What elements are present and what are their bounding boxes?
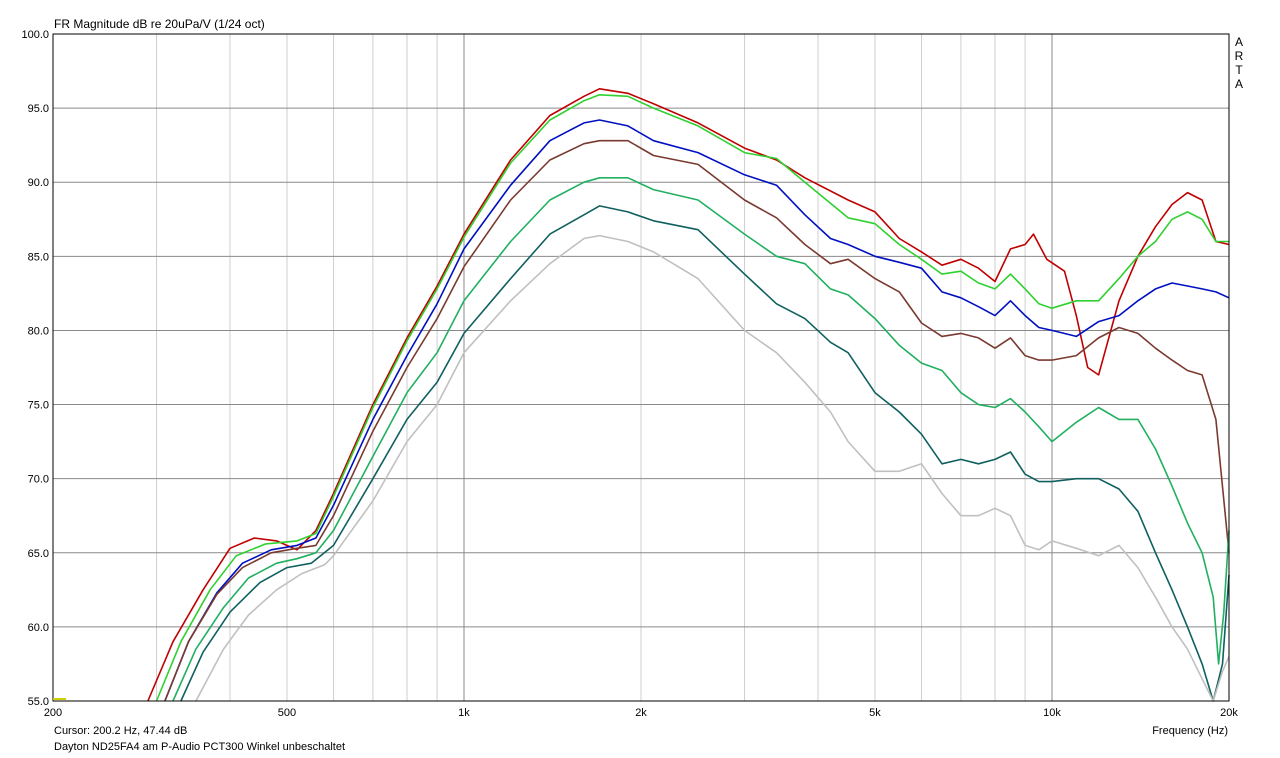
x-axis-label: Frequency (Hz) — [1152, 725, 1228, 737]
series-line-3 — [164, 119, 1230, 702]
series-line-1 — [147, 88, 1230, 702]
y-tick-label: 55.0 — [28, 696, 49, 708]
y-tick-label: 100.0 — [21, 29, 49, 41]
brand-letter: A — [1234, 77, 1243, 91]
y-tick-label: 75.0 — [28, 400, 49, 412]
brand-letter: A — [1234, 35, 1243, 49]
x-tick-label: 1k — [458, 707, 470, 719]
y-tick-label: 85.0 — [28, 251, 49, 263]
y-tick-label: 65.0 — [28, 548, 49, 560]
x-tick-label: 20k — [1220, 707, 1238, 719]
brand-letter: R — [1234, 49, 1244, 63]
arta-brand-label: A R T A — [1233, 35, 1245, 91]
series-line-5 — [172, 177, 1230, 702]
y-tick-label: 90.0 — [28, 177, 49, 189]
x-tick-label: 2k — [635, 707, 647, 719]
x-tick-label: 200 — [44, 707, 62, 719]
x-tick-label: 10k — [1043, 707, 1061, 719]
y-tick-label: 95.0 — [28, 103, 49, 115]
series-line-7 — [195, 234, 1230, 702]
y-tick-label: 80.0 — [28, 325, 49, 337]
series-layer — [147, 88, 1230, 702]
series-line-4 — [164, 139, 1230, 702]
y-tick-label: 60.0 — [28, 622, 49, 634]
series-line-6 — [180, 205, 1230, 702]
x-tick-label: 5k — [869, 707, 881, 719]
chart-title: FR Magnitude dB re 20uPa/V (1/24 oct) — [54, 17, 265, 31]
plot-frame — [52, 33, 1230, 702]
series-line-2 — [155, 94, 1229, 702]
y-tick-labels: 100.0 95.0 90.0 85.0 80.0 75.0 70.0 65.0 60.0 55.… — [21, 29, 49, 708]
y-tick-label: 70.0 — [28, 474, 49, 486]
x-tick-labels: 200 500 1k 2k 5k 10k 20k — [44, 707, 1239, 719]
brand-letter: T — [1235, 63, 1243, 77]
measurement-caption: Dayton ND25FA4 am P-Audio PCT300 Winkel … — [54, 741, 346, 753]
cursor-readout: Cursor: 200.2 Hz, 47.44 dB — [54, 725, 188, 737]
x-tick-label: 500 — [278, 707, 296, 719]
